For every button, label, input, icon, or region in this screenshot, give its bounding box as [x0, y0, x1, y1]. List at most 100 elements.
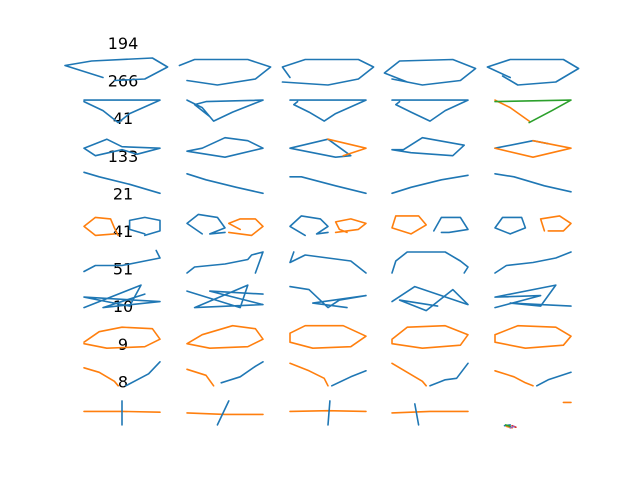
- stroke-r5-c2-2: [228, 218, 264, 237]
- stroke-r9-c3-2: [331, 370, 367, 387]
- stroke-r9-c1-2: [125, 361, 161, 387]
- sketch-r1-c2: [178, 58, 272, 86]
- stroke-r6-c5-1: [494, 251, 572, 274]
- stroke-r7-c1-1: [83, 284, 161, 309]
- stroke-r10-c3-1: [289, 409, 367, 413]
- stroke-r9-c4-2: [429, 362, 469, 387]
- sketch-r10-c2: [186, 400, 264, 426]
- stroke-r4-c5-1: [494, 173, 572, 193]
- sketch-r2-c2: [186, 99, 264, 122]
- stroke-r9-c3-1: [289, 362, 329, 387]
- stroke-r7-c4-1: [391, 285, 469, 312]
- sketch-r1-c4: [383, 58, 477, 86]
- stroke-r5-c4-1: [391, 215, 427, 235]
- stroke-r2-c5-2: [494, 99, 572, 124]
- sketch-r9-c4: [391, 362, 469, 387]
- stroke-r5-c5-2: [539, 215, 572, 232]
- row-label-7: 51: [113, 260, 133, 279]
- stroke-r3-c3-2: [327, 138, 367, 157]
- row-label-9: 9: [118, 335, 128, 354]
- sketch-cells: [64, 57, 580, 429]
- stroke-r5-c3-2: [334, 218, 367, 234]
- stroke-r3-c4-1: [391, 136, 465, 157]
- stroke-r1-c1-1: [64, 57, 169, 82]
- stroke-r1-c5-1: [486, 58, 580, 86]
- stroke-r10-c3-2: [327, 400, 331, 426]
- stroke-r4-c3-1: [289, 176, 367, 195]
- sketch-r8-c4: [391, 324, 469, 349]
- sketch-r7-c4: [391, 285, 469, 312]
- sketch-r2-c4: [391, 99, 469, 122]
- stroke-r1-c3-1: [281, 58, 375, 86]
- sketch-r3-c4: [391, 136, 465, 157]
- stroke-r10-c5-4: [504, 424, 511, 428]
- stroke-r9-c4-1: [391, 362, 427, 387]
- stroke-r2-c2-1: [186, 99, 264, 122]
- sketch-r8-c2: [186, 324, 264, 349]
- stroke-r9-c2-1: [186, 368, 215, 387]
- sketch-r7-c5: [494, 284, 572, 309]
- stroke-r5-c5-1: [494, 216, 527, 235]
- stroke-r4-c1-1: [83, 171, 161, 195]
- sketch-r9-c2: [186, 361, 264, 387]
- stroke-r6-c2-1: [186, 251, 264, 274]
- row-label-5: 21: [113, 184, 133, 203]
- stroke-r5-c2-1: [186, 213, 226, 235]
- stroke-r9-c2-2: [220, 361, 264, 384]
- sketch-r1-c3: [281, 58, 375, 86]
- sketch-r6-c4: [391, 251, 469, 274]
- stroke-r2-c1-1: [83, 99, 161, 124]
- sketch-r4-c2: [186, 173, 264, 195]
- sketch-r2-c3: [289, 99, 367, 122]
- stroke-r3-c3-1: [289, 138, 352, 158]
- sketch-r2-c1: [83, 99, 161, 124]
- sketch-r7-c3: [289, 285, 367, 309]
- sketch-r1-c5: [486, 58, 580, 86]
- sketch-r5-c4: [391, 215, 469, 235]
- stroke-r10-c4-2: [414, 403, 420, 426]
- sketch-r3-c3: [289, 138, 367, 158]
- sketch-r4-c4: [391, 174, 469, 195]
- stroke-r2-c3-1: [289, 99, 367, 122]
- stroke-r8-c2-1: [186, 324, 264, 349]
- row-label-1: 194: [108, 34, 139, 53]
- stroke-r6-c3-1: [289, 251, 367, 274]
- sketch-r8-c3: [289, 324, 367, 349]
- sketch-r6-c1: [83, 249, 161, 273]
- stroke-r5-c1-2: [128, 216, 161, 237]
- stroke-r5-c3-1: [289, 215, 329, 237]
- stroke-r5-c4-2: [433, 216, 469, 234]
- sketch-r9-c3: [289, 362, 367, 387]
- sketch-r9-c1: [83, 361, 161, 387]
- stroke-r9-c5-2: [536, 371, 572, 387]
- sketch-r6-c3: [289, 251, 367, 274]
- row-label-6: 41: [113, 222, 133, 241]
- sketch-r10-c4: [391, 403, 469, 426]
- sketch-r3-c5: [494, 139, 572, 158]
- stroke-r8-c4-1: [391, 324, 469, 349]
- stroke-r6-c1-1: [83, 249, 161, 273]
- stroke-r7-c5-1: [494, 284, 572, 309]
- stroke-r9-c1-1: [83, 367, 119, 387]
- stroke-r4-c4-1: [391, 174, 469, 195]
- sketch-r3-c1: [83, 138, 161, 157]
- stroke-r10-c2-1: [186, 412, 264, 416]
- sketch-r1-c1: [64, 57, 169, 82]
- stroke-r3-c2-1: [186, 136, 264, 158]
- stroke-r9-c5-1: [494, 370, 534, 387]
- stroke-r8-c3-1: [289, 324, 367, 349]
- sketch-r5-c3: [289, 215, 367, 237]
- stroke-r10-c4-1: [391, 410, 469, 414]
- stroke-r1-c2-1: [178, 58, 272, 86]
- stroke-r5-c1-1: [83, 216, 119, 237]
- stroke-r10-c5-6: [509, 425, 515, 429]
- stroke-r7-c2-1: [186, 284, 264, 309]
- sketch-r8-c5: [494, 324, 572, 349]
- sketch-r5-c5: [494, 215, 572, 235]
- sketch-r4-c3: [289, 176, 367, 195]
- sketch-r10-c5: [503, 401, 572, 429]
- sketch-r3-c2: [186, 136, 264, 158]
- stroke-r8-c5-1: [494, 324, 572, 349]
